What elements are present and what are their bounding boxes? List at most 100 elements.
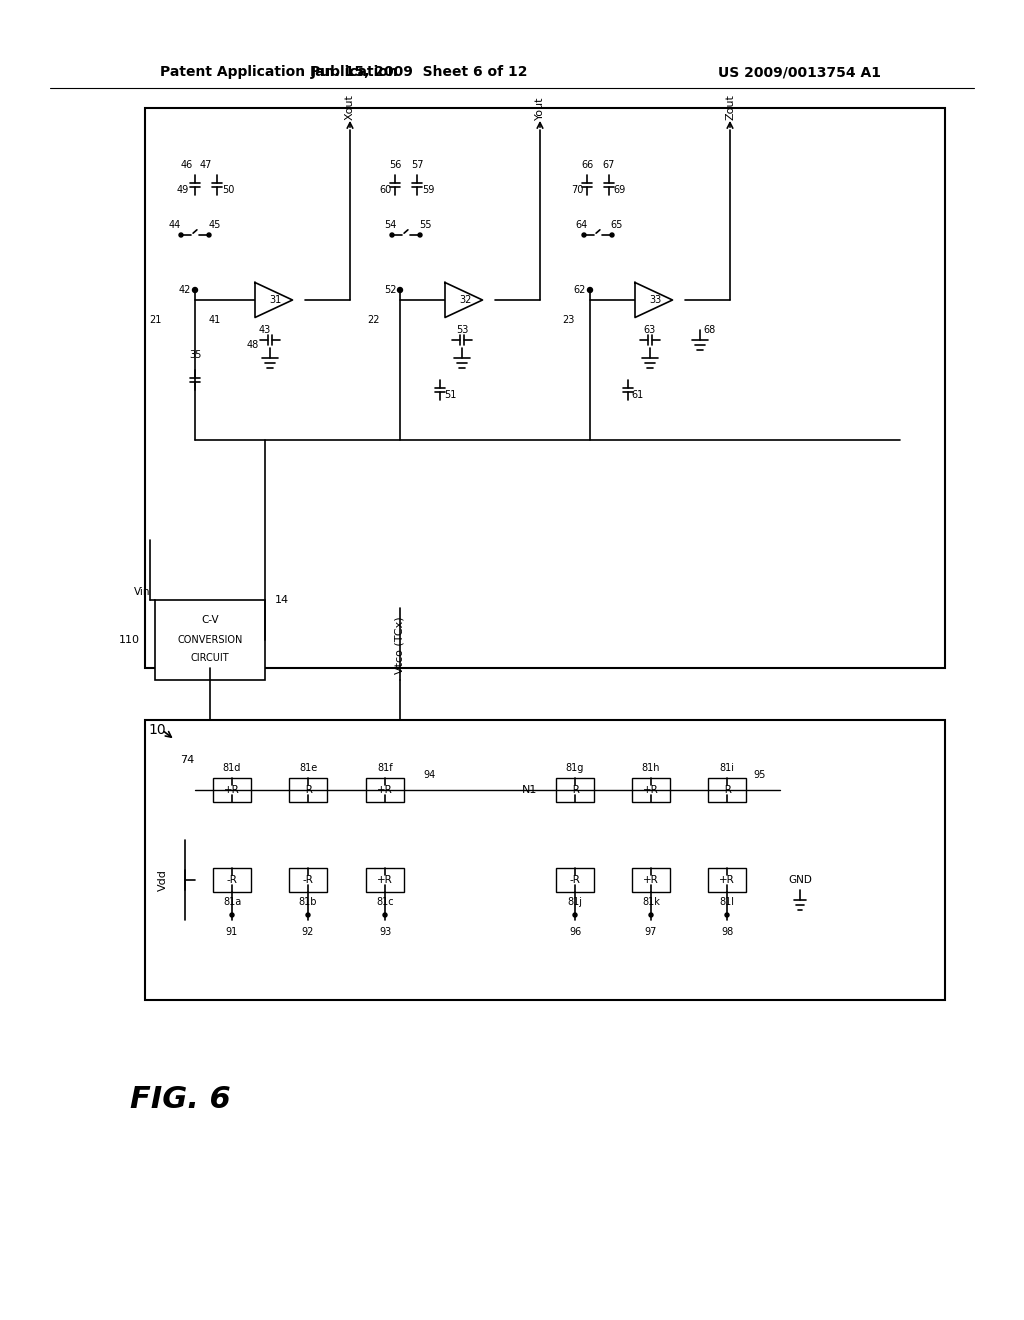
Text: 48: 48 [247, 341, 259, 350]
Text: -R: -R [302, 875, 313, 884]
Text: 44: 44 [169, 220, 181, 230]
Bar [213, 777, 251, 803]
Bar [366, 869, 404, 892]
Bar [145, 719, 945, 1001]
Text: 94: 94 [424, 770, 436, 780]
Text: CONVERSION: CONVERSION [177, 635, 243, 645]
Text: 81g: 81g [566, 763, 584, 774]
Text: 53: 53 [456, 325, 468, 335]
Bar [632, 777, 670, 803]
Text: 81c: 81c [376, 898, 394, 907]
Text: Vin: Vin [133, 587, 150, 597]
Text: 70: 70 [570, 185, 584, 195]
Text: C-V: C-V [201, 615, 219, 624]
Bar [556, 869, 594, 892]
Text: 32: 32 [459, 294, 471, 305]
Text: 46: 46 [181, 160, 194, 170]
Text: -R: -R [569, 875, 581, 884]
Text: 10: 10 [148, 723, 166, 737]
Bar [366, 777, 404, 803]
Text: 45: 45 [209, 220, 221, 230]
Text: Zout: Zout [725, 94, 735, 120]
Polygon shape [255, 282, 293, 318]
Circle shape [207, 234, 211, 238]
Text: 81k: 81k [642, 898, 659, 907]
Text: 81e: 81e [299, 763, 317, 774]
Text: 55: 55 [419, 220, 431, 230]
Text: 81l: 81l [720, 898, 734, 907]
Text: CIRCUIT: CIRCUIT [190, 653, 229, 663]
Bar [155, 601, 265, 680]
Text: 51: 51 [443, 389, 456, 400]
Text: 92: 92 [302, 927, 314, 937]
Text: 41: 41 [209, 315, 221, 325]
Circle shape [582, 234, 586, 238]
Text: 95: 95 [754, 770, 766, 780]
Text: 81j: 81j [567, 898, 583, 907]
Text: N1: N1 [522, 785, 538, 795]
Text: Jan. 15, 2009  Sheet 6 of 12: Jan. 15, 2009 Sheet 6 of 12 [311, 65, 528, 79]
Text: 42: 42 [179, 285, 191, 294]
Text: 43: 43 [259, 325, 271, 335]
Text: 56: 56 [389, 160, 401, 170]
Circle shape [588, 288, 593, 293]
Text: +R: +R [377, 785, 393, 795]
Text: +R: +R [643, 875, 658, 884]
Text: 47: 47 [200, 160, 212, 170]
Text: 64: 64 [575, 220, 588, 230]
Text: 69: 69 [613, 185, 626, 195]
Bar [213, 869, 251, 892]
Text: 81d: 81d [223, 763, 242, 774]
Bar [289, 777, 327, 803]
Text: 35: 35 [188, 350, 201, 360]
Text: Yout: Yout [535, 96, 545, 120]
Text: 98: 98 [721, 927, 733, 937]
Text: +R: +R [224, 785, 240, 795]
Text: 62: 62 [573, 285, 586, 294]
Polygon shape [635, 282, 673, 318]
Bar [145, 108, 945, 668]
Text: 96: 96 [569, 927, 582, 937]
Bar [708, 869, 746, 892]
Circle shape [390, 234, 394, 238]
Circle shape [179, 234, 183, 238]
Text: Patent Application Publication: Patent Application Publication [160, 65, 397, 79]
Text: 110: 110 [119, 635, 140, 645]
Circle shape [649, 913, 653, 917]
Text: 66: 66 [581, 160, 593, 170]
Text: 93: 93 [379, 927, 391, 937]
Text: 33: 33 [649, 294, 662, 305]
Text: 81f: 81f [377, 763, 393, 774]
Text: +R: +R [719, 875, 735, 884]
Text: 21: 21 [150, 315, 162, 325]
Text: 52: 52 [384, 285, 396, 294]
Text: 49: 49 [177, 185, 189, 195]
Circle shape [383, 913, 387, 917]
Circle shape [573, 913, 577, 917]
Text: 31: 31 [269, 294, 282, 305]
Text: 65: 65 [610, 220, 624, 230]
Text: 54: 54 [384, 220, 396, 230]
Bar [632, 869, 670, 892]
Bar [708, 777, 746, 803]
Text: FIG. 6: FIG. 6 [130, 1085, 230, 1114]
Text: 59: 59 [422, 185, 434, 195]
Text: Vtco (TCx): Vtco (TCx) [395, 616, 406, 673]
Text: 63: 63 [644, 325, 656, 335]
Bar [289, 869, 327, 892]
Text: -R: -R [569, 785, 581, 795]
Circle shape [193, 288, 198, 293]
Text: 74: 74 [180, 755, 195, 766]
Text: 61: 61 [632, 389, 644, 400]
Text: Xout: Xout [345, 94, 355, 120]
Text: 67: 67 [603, 160, 615, 170]
Text: US 2009/0013754 A1: US 2009/0013754 A1 [719, 65, 882, 79]
Text: 81a: 81a [223, 898, 241, 907]
Polygon shape [445, 282, 482, 318]
Circle shape [418, 234, 422, 238]
Text: 22: 22 [368, 315, 380, 325]
Text: 91: 91 [226, 927, 239, 937]
Text: 57: 57 [411, 160, 423, 170]
Text: 81b: 81b [299, 898, 317, 907]
Text: 81h: 81h [642, 763, 660, 774]
